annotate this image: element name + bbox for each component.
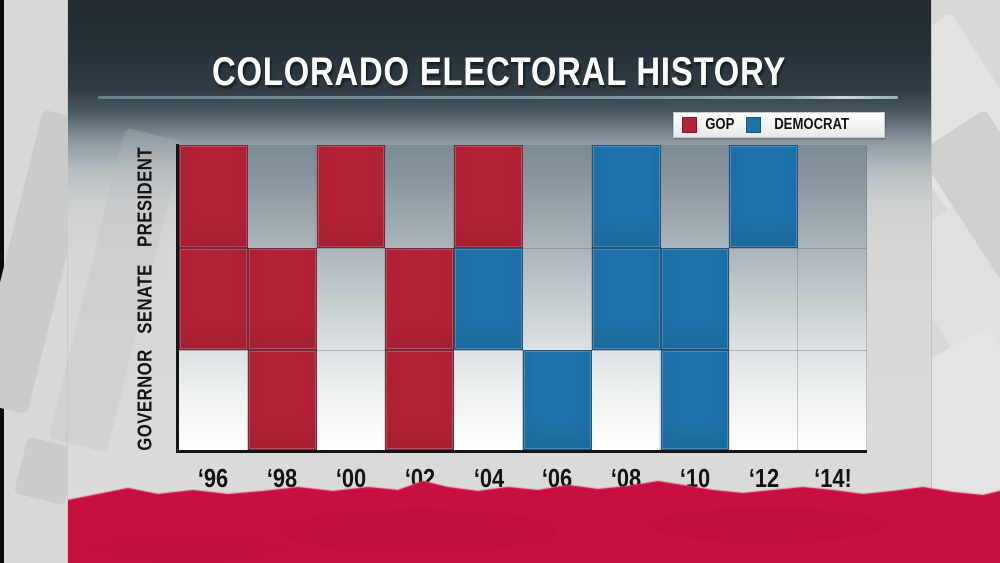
- cell-senate-08: [591, 248, 661, 350]
- legend-item-democrat: DEMOCRAT: [745, 116, 857, 134]
- row-label-senate: SENATE: [134, 264, 157, 334]
- title-underline: [98, 96, 898, 99]
- cell-governor-10: [660, 350, 730, 450]
- x-tick-14: ‘14!: [813, 463, 852, 493]
- cell-governor-98: [247, 350, 317, 450]
- chart-grid: [176, 144, 867, 453]
- cell-senate-98: [247, 248, 317, 350]
- cell-governor-02: [385, 350, 455, 450]
- x-tick-96: ‘96: [198, 463, 229, 493]
- main-panel: COLORADO ELECTORAL HISTORY GOP DEMOCRAT P…: [48, 0, 1000, 563]
- legend-label: DEMOCRAT: [773, 116, 849, 133]
- cell-senate-04: [454, 248, 523, 350]
- cell-president-04: [454, 145, 523, 248]
- cell-president-00: [316, 145, 386, 248]
- x-axis-line: [176, 450, 867, 453]
- legend: GOP DEMOCRAT: [673, 112, 885, 138]
- legend-label: GOP: [705, 116, 735, 133]
- cell-governor-06: [523, 350, 592, 450]
- y-axis-line: [176, 144, 179, 452]
- x-tick-12: ‘12: [748, 463, 779, 493]
- legend-swatch-gop: [682, 117, 697, 133]
- row-divider: [179, 248, 867, 249]
- x-tick-04: ‘04: [473, 463, 504, 493]
- legend-swatch-democrat: [745, 117, 761, 133]
- cell-senate-96: [179, 248, 248, 350]
- cell-president-08: [591, 145, 661, 248]
- cell-senate-10: [660, 248, 730, 350]
- cell-president-96: [179, 145, 248, 248]
- legend-item-gop: GOP: [682, 116, 738, 134]
- cell-senate-02: [385, 248, 455, 350]
- cell-president-12: [729, 145, 799, 248]
- page-title: COLORADO ELECTORAL HISTORY: [212, 50, 787, 94]
- torn-paper-band: [68, 479, 1000, 563]
- row-label-president: PRESIDENT: [134, 146, 157, 247]
- row-label-governor: GOVERNOR: [134, 349, 157, 451]
